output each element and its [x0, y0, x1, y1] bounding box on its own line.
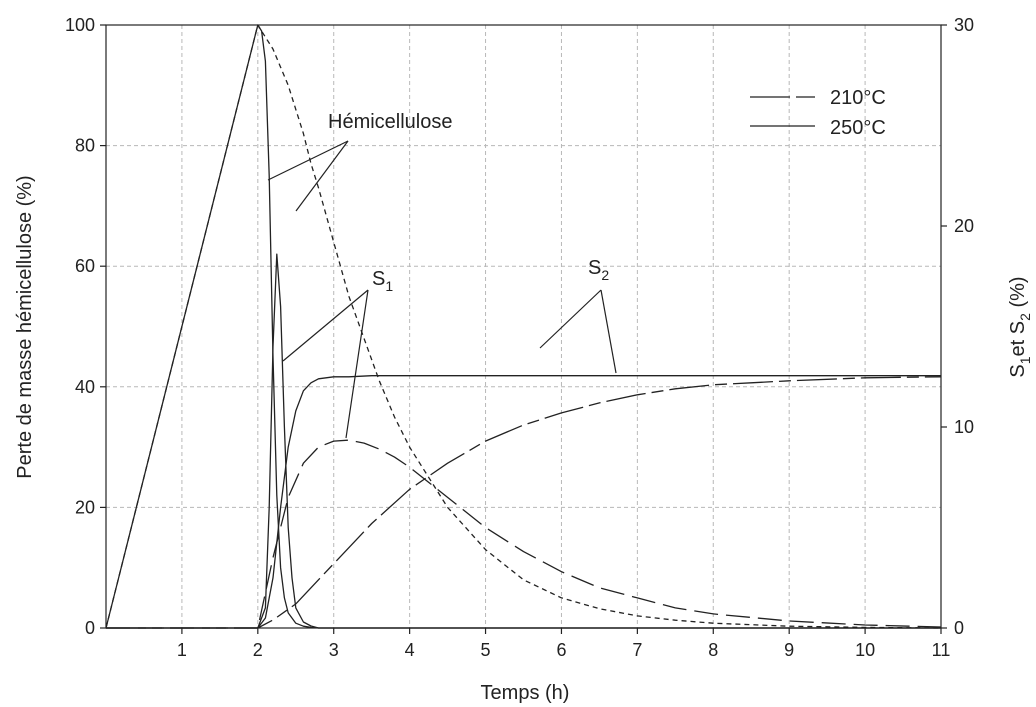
annotation-s2-sub: 2 [601, 267, 609, 283]
x-tick-label: 9 [784, 640, 794, 660]
y-axis-right-title: S1et S2 (%) [1007, 276, 1033, 377]
y-right-sub2: 2 [1017, 313, 1033, 321]
callout-s2 [600, 289, 617, 374]
callout-s1 [345, 289, 369, 439]
series-line-s2-250 [106, 375, 941, 629]
callout-hemicellulose [267, 140, 349, 181]
y-left-tick-label: 0 [85, 618, 95, 638]
annotation-s2-main: S [588, 257, 601, 279]
series-group [105, 24, 942, 629]
y-right-unit: (%) [1007, 276, 1029, 313]
y-right-sub1: 1 [1017, 356, 1033, 364]
x-tick-label: 2 [253, 640, 263, 660]
legend-label-210: 210°C [830, 87, 886, 109]
series-line-s1-210 [106, 439, 942, 629]
annotation-hemicellulose: Hémicellulose [328, 111, 453, 133]
x-tick-label: 8 [708, 640, 718, 660]
legend: 210°C 250°C [750, 87, 886, 139]
y-right-tick-label: 30 [954, 15, 974, 35]
x-tick-label: 10 [855, 640, 875, 660]
x-tick-label: 6 [556, 640, 566, 660]
callout-s1 [282, 289, 369, 362]
y-left-tick-label: 100 [65, 15, 95, 35]
annotation-s1-main: S [372, 268, 385, 290]
x-tick-label: 1 [177, 640, 187, 660]
y-right-tick-label: 20 [954, 216, 974, 236]
callout-hemicellulose [295, 140, 349, 212]
y-right-tick-label: 0 [954, 618, 964, 638]
x-tick-label: 3 [329, 640, 339, 660]
annotation-s2: S2 [588, 257, 609, 283]
y-axis-left-title: Perte de masse hémicellulose (%) [14, 175, 36, 478]
series-line-h-micellulose-210 [105, 24, 942, 629]
x-axis-title: Temps (h) [481, 682, 570, 704]
series-line-s1-250 [106, 253, 941, 629]
annotation-s1-sub: 1 [385, 278, 393, 294]
grid [106, 25, 941, 628]
y-right-et: et S [1007, 321, 1029, 357]
x-tick-label: 7 [632, 640, 642, 660]
y-left-tick-label: 40 [75, 377, 95, 397]
callout-lines [267, 140, 617, 439]
y-left-tick-label: 80 [75, 136, 95, 156]
y-left-tick-label: 20 [75, 497, 95, 517]
x-tick-label: 11 [932, 640, 951, 660]
plot-frame [105, 24, 942, 629]
annotation-s1: S1 [372, 268, 393, 294]
series-line-s2-210 [106, 376, 942, 629]
series-line-h-micellulose-250 [105, 24, 941, 629]
y-right-s: S [1007, 364, 1029, 377]
y-right-tick-label: 10 [954, 417, 974, 437]
callout-s2 [539, 289, 602, 349]
legend-label-250: 250°C [830, 117, 886, 139]
x-tick-label: 5 [481, 640, 491, 660]
y-left-tick-label: 60 [75, 256, 95, 276]
x-tick-label: 4 [405, 640, 415, 660]
